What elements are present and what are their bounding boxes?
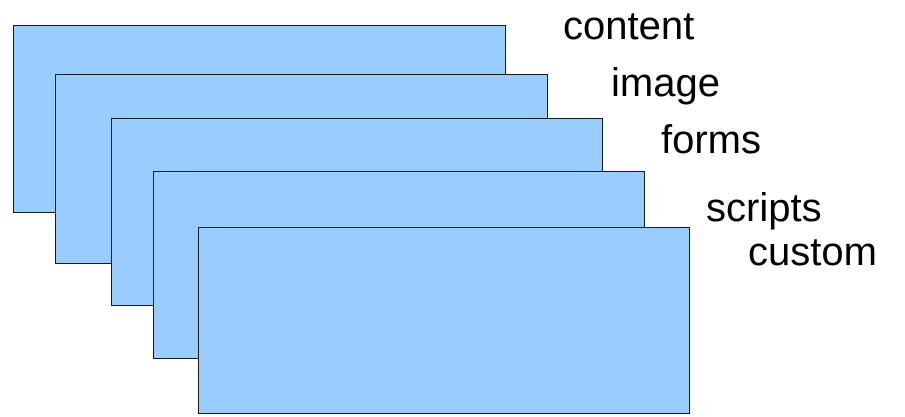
- layer-custom: [198, 227, 690, 414]
- layer-label-forms: forms: [661, 118, 761, 162]
- layer-label-scripts: scripts: [706, 186, 822, 230]
- layer-label-content: content: [563, 4, 695, 48]
- layer-label-image: image: [611, 61, 720, 105]
- layer-label-custom: custom: [748, 230, 877, 274]
